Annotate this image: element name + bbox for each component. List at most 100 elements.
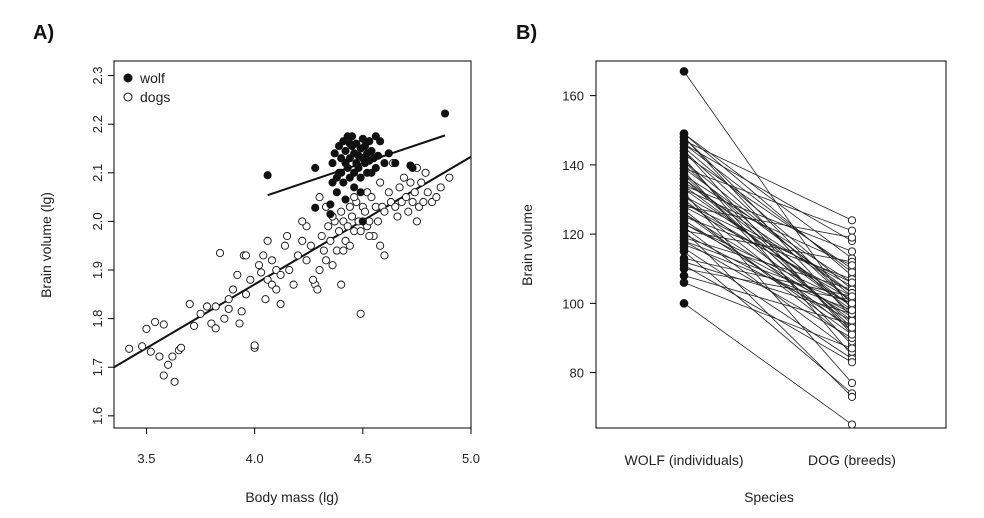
pair-line bbox=[683, 240, 853, 304]
point-dogs bbox=[159, 371, 168, 380]
panel-b-label: B) bbox=[516, 22, 537, 44]
point-dogs bbox=[380, 207, 389, 216]
point-dogs bbox=[347, 212, 357, 221]
panel-a-y-tick-label: 1.7 bbox=[90, 358, 105, 376]
point-dogs bbox=[315, 265, 324, 275]
point-dog-breed bbox=[847, 233, 857, 242]
point-wolf bbox=[350, 183, 359, 192]
point-dogs bbox=[356, 227, 365, 236]
point-dogs bbox=[259, 251, 268, 260]
point-dogs bbox=[419, 197, 428, 207]
point-dogs bbox=[350, 193, 359, 202]
point-dogs bbox=[360, 207, 370, 216]
point-wolf bbox=[384, 149, 393, 158]
pair-line bbox=[683, 230, 853, 398]
point-dog-breed bbox=[847, 378, 857, 388]
point-dogs bbox=[395, 183, 404, 192]
point-dogs bbox=[406, 178, 415, 187]
pair-line bbox=[683, 154, 853, 270]
point-dogs bbox=[306, 241, 315, 250]
point-dogs bbox=[168, 352, 177, 361]
panel-a-y-tick-label: 2.0 bbox=[90, 212, 105, 230]
point-dogs bbox=[170, 377, 179, 386]
point-dogs bbox=[159, 320, 168, 329]
point-dogs bbox=[237, 307, 246, 316]
pair-line bbox=[683, 202, 853, 283]
point-dogs bbox=[380, 251, 389, 260]
point-dog-breed bbox=[847, 344, 857, 353]
point-wolf bbox=[339, 178, 348, 187]
point-wolf bbox=[408, 163, 417, 172]
point-dogs bbox=[261, 295, 270, 304]
point-dogs bbox=[337, 207, 346, 216]
point-dogs bbox=[339, 246, 348, 255]
point-dogs bbox=[356, 309, 365, 318]
panel-a-y-tick-label: 1.9 bbox=[90, 261, 105, 279]
point-dogs bbox=[417, 178, 426, 187]
point-dogs bbox=[309, 275, 318, 284]
point-dogs bbox=[220, 314, 229, 323]
pair-line bbox=[683, 282, 853, 349]
point-wolf-individual bbox=[679, 278, 689, 287]
point-dogs bbox=[343, 222, 352, 231]
point-wolf bbox=[311, 163, 320, 172]
panel-a-x-tick-label: 4.0 bbox=[246, 451, 264, 466]
pair-line bbox=[683, 206, 853, 238]
point-wolf bbox=[328, 159, 337, 168]
panel-a-x-tick-label: 5.0 bbox=[462, 451, 480, 466]
pair-line bbox=[683, 209, 853, 342]
legend-dogs-marker bbox=[123, 92, 133, 102]
point-dogs bbox=[367, 193, 376, 202]
point-wolf-individual bbox=[679, 146, 689, 156]
point-dogs bbox=[408, 197, 417, 207]
pair-line bbox=[683, 143, 853, 273]
point-wolf bbox=[326, 210, 335, 219]
point-dogs bbox=[190, 321, 199, 330]
panel-a-points bbox=[125, 109, 454, 386]
point-dogs bbox=[365, 231, 374, 241]
point-dogs bbox=[317, 231, 326, 241]
point-dog-breed bbox=[847, 292, 857, 301]
point-dogs bbox=[293, 251, 302, 260]
point-dogs bbox=[185, 299, 194, 309]
point-dogs bbox=[391, 202, 400, 211]
point-dogs bbox=[267, 256, 276, 265]
point-dogs bbox=[345, 241, 354, 250]
panel-a-y-axis-title: Brain volume (lg) bbox=[38, 192, 54, 298]
point-dog-breed bbox=[847, 216, 857, 225]
point-wolf bbox=[376, 137, 385, 146]
pair-line bbox=[683, 140, 853, 221]
point-wolf bbox=[347, 132, 357, 141]
legend-wolf-marker bbox=[123, 73, 133, 83]
point-dog-breed bbox=[847, 299, 857, 308]
panel-a-plot-frame bbox=[113, 60, 472, 429]
point-dogs bbox=[196, 309, 205, 318]
pair-line bbox=[683, 303, 853, 425]
point-dogs bbox=[263, 236, 272, 245]
point-dogs bbox=[319, 246, 328, 255]
panel-b-plot-frame bbox=[595, 60, 947, 429]
point-dog-breed bbox=[847, 392, 857, 401]
point-dogs bbox=[241, 290, 251, 299]
point-dog-breed bbox=[847, 323, 857, 332]
point-dogs bbox=[313, 285, 322, 294]
pair-line bbox=[683, 174, 853, 283]
point-dogs bbox=[373, 217, 383, 226]
point-dogs bbox=[410, 188, 419, 197]
point-dogs bbox=[142, 324, 151, 333]
point-dogs bbox=[345, 202, 354, 211]
panel-b-points bbox=[679, 67, 857, 429]
panel-b-y-axis: 80 100 120 140 160 bbox=[562, 89, 596, 381]
panel-a-legend: wolf dogs bbox=[123, 70, 170, 105]
point-dogs bbox=[285, 265, 294, 275]
point-wolf bbox=[356, 188, 365, 197]
point-wolf bbox=[345, 139, 354, 148]
pair-line bbox=[683, 195, 853, 321]
panel-a-x-tick-label: 3.5 bbox=[137, 451, 155, 466]
point-dogs bbox=[233, 270, 242, 279]
point-dogs bbox=[276, 299, 285, 309]
point-dogs bbox=[235, 319, 244, 328]
pair-line bbox=[683, 71, 853, 311]
panel-a-y-tick-label: 2.2 bbox=[90, 115, 105, 133]
